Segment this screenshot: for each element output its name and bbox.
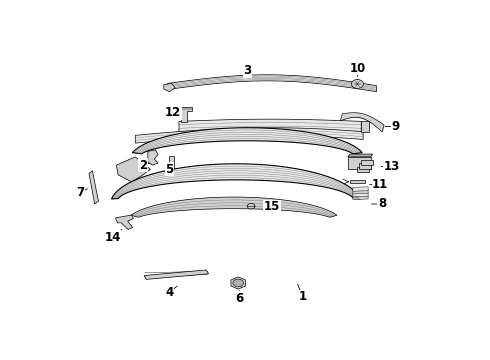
Polygon shape xyxy=(112,164,360,199)
Polygon shape xyxy=(350,180,365,183)
Polygon shape xyxy=(353,187,368,191)
Text: 2: 2 xyxy=(139,159,147,172)
Text: 12: 12 xyxy=(165,106,181,119)
Text: 15: 15 xyxy=(264,200,280,213)
Polygon shape xyxy=(231,277,245,289)
Polygon shape xyxy=(353,192,368,197)
Polygon shape xyxy=(353,190,368,194)
Polygon shape xyxy=(168,75,376,92)
Polygon shape xyxy=(169,156,174,168)
Text: 9: 9 xyxy=(392,120,399,133)
Polygon shape xyxy=(348,157,371,169)
Polygon shape xyxy=(89,171,98,204)
Polygon shape xyxy=(164,84,175,92)
Text: 11: 11 xyxy=(372,178,389,191)
Polygon shape xyxy=(144,270,209,279)
Circle shape xyxy=(247,203,255,209)
Polygon shape xyxy=(116,157,150,182)
Polygon shape xyxy=(359,163,371,169)
Polygon shape xyxy=(131,197,337,217)
Text: 14: 14 xyxy=(104,231,121,244)
Polygon shape xyxy=(148,150,158,165)
Polygon shape xyxy=(135,128,363,143)
Polygon shape xyxy=(353,195,368,199)
Text: 5: 5 xyxy=(165,163,173,176)
Polygon shape xyxy=(179,119,361,132)
Polygon shape xyxy=(358,167,369,172)
Polygon shape xyxy=(175,107,192,122)
Text: 10: 10 xyxy=(349,62,366,75)
Polygon shape xyxy=(132,128,362,154)
Polygon shape xyxy=(341,113,384,132)
Polygon shape xyxy=(361,160,373,166)
Text: 1: 1 xyxy=(298,290,306,303)
Text: 4: 4 xyxy=(165,286,173,299)
Circle shape xyxy=(351,80,364,89)
Text: 8: 8 xyxy=(378,198,386,211)
Text: 3: 3 xyxy=(243,64,251,77)
Text: 13: 13 xyxy=(384,160,400,173)
Circle shape xyxy=(233,279,244,287)
Polygon shape xyxy=(116,215,133,229)
Polygon shape xyxy=(361,121,369,132)
Polygon shape xyxy=(348,154,372,157)
Text: 7: 7 xyxy=(76,186,84,199)
Text: 6: 6 xyxy=(236,292,244,305)
